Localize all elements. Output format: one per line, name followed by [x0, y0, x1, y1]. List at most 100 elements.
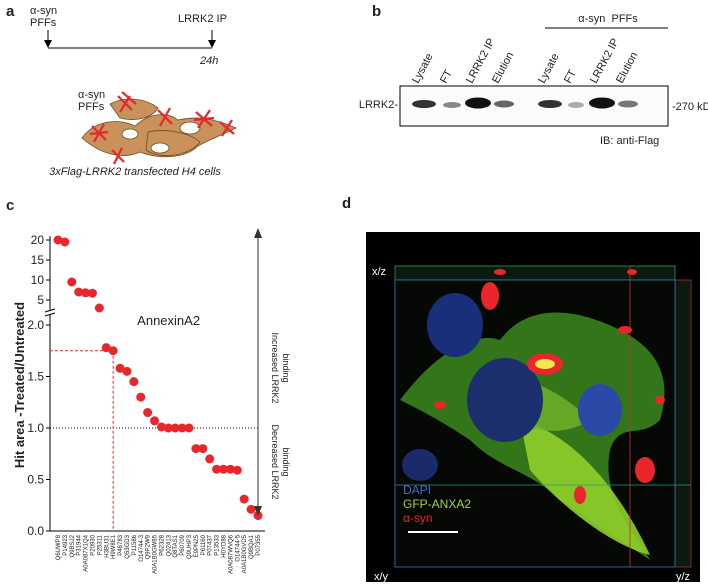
axis-break: [44, 308, 56, 313]
x-tick-label: P31944: [77, 534, 83, 555]
pff-label: PFFs: [78, 101, 105, 113]
point: [53, 235, 63, 245]
point: [74, 287, 84, 297]
x-tick-label: P46783: [118, 534, 124, 555]
point: [191, 444, 201, 454]
start-label: α-syn: [30, 5, 57, 17]
x-tick-label: H0YD88: [222, 534, 228, 557]
point: [184, 423, 194, 433]
x-tick-label: P61160: [201, 534, 207, 555]
point: [150, 416, 160, 426]
protein-label: LRRK2-: [359, 99, 398, 111]
point: [246, 504, 256, 514]
x-tick-label: Q02413: [166, 534, 172, 556]
axis-break: [44, 312, 56, 317]
caption: 3xFlag-LRRK2 transfected H4 cells: [49, 166, 221, 178]
annotation: AnnexinA2: [137, 313, 200, 328]
x-tick-label: P20930: [90, 534, 96, 555]
x-tick-label: P07437: [208, 534, 214, 555]
y-tick-label: 1.5: [27, 370, 44, 384]
binding-label: Increased LRRK2: [270, 332, 280, 403]
point: [232, 465, 242, 475]
lane-label: FT: [562, 68, 579, 86]
y-tick-label: 20: [31, 233, 45, 247]
point: [60, 237, 70, 247]
lane-label: Elution: [490, 50, 516, 85]
y-tick-label: 2.0: [27, 318, 44, 332]
x-tick-label: O14744-3: [139, 534, 145, 561]
bands: [412, 97, 638, 109]
point: [205, 454, 215, 464]
point: [81, 288, 91, 298]
lane-label: Lysate: [536, 52, 562, 86]
channel-label: α-syn: [403, 511, 433, 525]
view-label: y/z: [676, 571, 690, 583]
x-tick-label: P25311: [97, 534, 103, 555]
x-tick-label: A0A087WVQ6: [228, 534, 234, 574]
panel-label: c: [6, 197, 14, 214]
point: [219, 464, 229, 474]
point: [212, 464, 222, 474]
lane-label: FT: [438, 68, 455, 86]
micrograph: [366, 232, 700, 582]
x-tick-label: O14744-5: [235, 534, 241, 561]
blot-label: IB: anti-Flag: [600, 135, 659, 147]
binding-label: binding: [281, 353, 291, 382]
view-label: x/y: [374, 571, 389, 583]
start-label: PFFs: [30, 17, 57, 29]
panel-label: b: [372, 3, 381, 20]
point: [198, 444, 208, 454]
x-tick-label: Q9BQA1: [249, 534, 255, 559]
point: [177, 423, 187, 433]
point: [170, 423, 180, 433]
x-tick-label: Q9P2W9: [146, 534, 152, 559]
x-tick-label: P62328: [159, 534, 165, 555]
point: [156, 422, 166, 432]
point: [101, 343, 111, 353]
x-tick-label: A0A087X1Q4: [84, 534, 90, 571]
point: [143, 408, 153, 418]
point: [87, 288, 97, 298]
x-tick-label: Q53GD3: [125, 534, 131, 558]
point: [136, 392, 146, 402]
point: [163, 423, 173, 433]
x-tick-label: P11586: [132, 534, 138, 555]
channel-label: GFP-ANXA2: [403, 497, 471, 511]
x-tick-label: P14923: [63, 534, 69, 555]
y-axis-label: Hit area -Treated/Untreated: [12, 302, 27, 468]
point: [115, 363, 125, 373]
end-label: LRRK2 IP: [178, 13, 227, 25]
point: [67, 277, 77, 287]
arrow-head: [254, 228, 262, 238]
y-tick-label: 15: [31, 253, 45, 267]
x-tick-label: H9W8E1: [111, 534, 117, 559]
x-tick-label: Q8TAS1: [173, 534, 179, 557]
channel-label: DAPI: [403, 483, 431, 497]
x-tick-label: P13533: [215, 534, 221, 555]
group-label: α-syn PFFs: [578, 13, 638, 25]
point: [129, 377, 139, 387]
panel-label: d: [342, 195, 351, 212]
y-tick-label: 10: [31, 273, 45, 287]
x-tick-label: P07355: [256, 534, 262, 555]
lane-label: Lysate: [410, 52, 436, 86]
y-tick-label: 0.0: [27, 524, 44, 538]
y-tick-label: 5: [37, 293, 44, 307]
point: [108, 346, 118, 356]
pff-label: α-syn: [78, 89, 105, 101]
x-tick-label: H3BU31: [104, 534, 110, 557]
point: [122, 366, 132, 376]
x-tick-label: P60709: [180, 534, 186, 555]
point: [94, 303, 104, 313]
binding-label: Decreased LRRK2: [270, 424, 280, 499]
y-tick-label: 1.0: [27, 421, 44, 435]
cells: [81, 98, 237, 158]
view-label: x/z: [372, 266, 386, 278]
duration: 24h: [199, 55, 218, 67]
size-label: -270 kDa: [672, 101, 708, 113]
arrow-head: [208, 40, 216, 48]
x-tick-label: Q9UHP3: [187, 534, 193, 559]
lane-label: Elution: [614, 50, 640, 85]
x-tick-label: A0A1B0GVD5: [242, 534, 248, 573]
